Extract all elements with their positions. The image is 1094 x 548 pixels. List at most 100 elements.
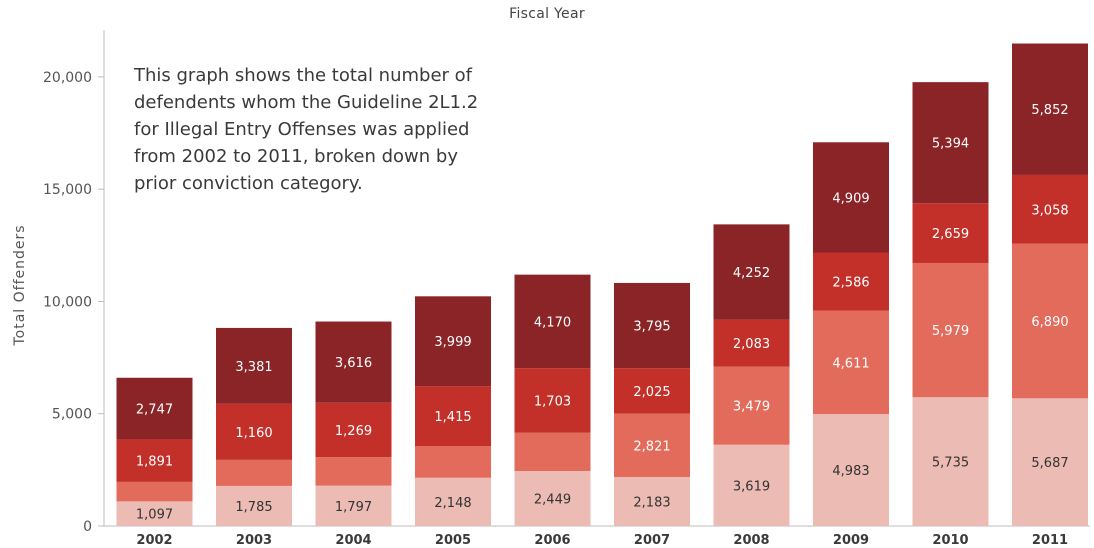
chart-title: Fiscal Year xyxy=(509,6,585,22)
bar-segment xyxy=(315,485,392,526)
data-label: 1,785 xyxy=(235,500,272,515)
y-tick-label: 15,000 xyxy=(43,182,92,198)
data-label: 5,979 xyxy=(932,324,969,339)
data-label: 3,795 xyxy=(633,320,670,335)
annotation-text: This graph shows the total number of def… xyxy=(134,62,494,197)
data-label: 5,687 xyxy=(1031,456,1068,471)
x-tick-label: 2005 xyxy=(435,533,471,548)
bar-segment xyxy=(1012,243,1088,399)
x-tick-label: 2002 xyxy=(136,533,172,548)
bar-segment xyxy=(713,366,790,445)
bar-segment xyxy=(216,403,292,460)
y-tick-label: 10,000 xyxy=(43,294,92,310)
x-tick-label: 2011 xyxy=(1032,533,1068,548)
data-label: 2,747 xyxy=(136,403,173,418)
annotation-line: from 2002 to 2011, broken down by xyxy=(134,146,458,167)
bar-segment xyxy=(614,476,690,526)
bar-segment xyxy=(1012,43,1088,175)
data-label: 3,479 xyxy=(733,400,770,415)
annotation-line: prior conviction category. xyxy=(134,173,363,194)
bar-segment xyxy=(216,327,292,404)
data-label: 1,797 xyxy=(335,500,372,515)
bar-segment xyxy=(116,481,193,502)
data-label: 4,611 xyxy=(832,356,869,371)
bar-segment xyxy=(116,501,193,526)
annotation-line: for Illegal Entry Offenses was applied xyxy=(134,119,470,140)
data-label: 6,890 xyxy=(1031,315,1068,330)
data-label: 2,148 xyxy=(434,496,471,511)
bar-segment xyxy=(415,296,491,387)
bar-segment xyxy=(514,368,591,433)
bar-segment xyxy=(713,319,790,367)
bar-segment xyxy=(912,397,989,526)
data-label: 2,586 xyxy=(832,276,869,291)
bar-segment xyxy=(216,485,292,526)
x-tick-label: 2010 xyxy=(932,533,968,548)
x-tick-labels: 2002 2003 2004 2005 2006 2007 2008 2009 2010 2011 xyxy=(136,533,1068,548)
bar-segment xyxy=(514,432,591,472)
bar-segment xyxy=(912,82,989,204)
data-label: 2,183 xyxy=(633,495,670,510)
data-label: 3,616 xyxy=(335,356,372,371)
data-label: 5,735 xyxy=(932,456,969,471)
bar-segment xyxy=(813,310,889,415)
data-label: 1,415 xyxy=(434,410,471,425)
data-label: 2,083 xyxy=(733,337,770,352)
data-label: 3,619 xyxy=(733,479,770,494)
data-label: 2,025 xyxy=(633,385,670,400)
bar-segment xyxy=(315,457,392,486)
data-label: 3,999 xyxy=(434,335,471,350)
bar-segment xyxy=(216,459,292,486)
y-tick-label: 5,000 xyxy=(52,407,92,423)
y-tick-label: 20,000 xyxy=(43,70,92,86)
bars: 1,097 1,891 2,747 1,785 1,160 3,381 1,797 1,269… xyxy=(116,43,1088,526)
data-label: 2,821 xyxy=(633,439,670,454)
data-label: 1,891 xyxy=(136,455,173,470)
bar-segment xyxy=(1012,174,1088,244)
bar-segment xyxy=(415,445,491,478)
x-tick-label: 2004 xyxy=(335,533,371,548)
data-label: 1,160 xyxy=(235,426,272,441)
bar-segment xyxy=(1012,398,1088,526)
bar-segment xyxy=(813,142,889,253)
annotation-line: This graph shows the total number of xyxy=(134,65,473,86)
bar-segment xyxy=(912,262,989,398)
x-tick-label: 2006 xyxy=(534,533,570,548)
data-label: 5,852 xyxy=(1031,103,1068,118)
data-label: 1,269 xyxy=(335,424,372,439)
bar-segment xyxy=(713,444,790,526)
bar-segment xyxy=(614,413,690,477)
data-label: 4,252 xyxy=(733,266,770,281)
data-label: 4,983 xyxy=(832,464,869,479)
bar-segment xyxy=(514,274,591,369)
x-tick-label: 2008 xyxy=(733,533,769,548)
annotation-line: defendents whom the Guideline 2L1.2 xyxy=(134,92,479,113)
bar-segment xyxy=(415,386,491,446)
data-label: 5,394 xyxy=(932,137,969,152)
x-tick-label: 2003 xyxy=(236,533,272,548)
bar-segment xyxy=(813,252,889,311)
data-label: 4,909 xyxy=(832,191,869,206)
x-tick-label: 2009 xyxy=(833,533,869,548)
bar-segment xyxy=(912,203,989,263)
bar-segment xyxy=(614,368,690,414)
data-label: 1,097 xyxy=(136,508,173,523)
bar-segment xyxy=(116,439,193,482)
y-axis-label: Total Offenders xyxy=(12,224,28,346)
data-label: 4,170 xyxy=(534,315,571,330)
bar-segment xyxy=(415,477,491,526)
bar-segment xyxy=(116,377,193,440)
data-label: 2,449 xyxy=(534,493,571,508)
x-tick-label: 2007 xyxy=(634,533,670,548)
bar-segment xyxy=(713,224,790,320)
y-ticks: 0 5,000 10,000 15,000 20,000 xyxy=(43,70,104,535)
bar-segment xyxy=(315,402,392,458)
bar-segment xyxy=(813,414,889,526)
bar-segment xyxy=(614,282,690,369)
data-label: 3,381 xyxy=(235,360,272,375)
data-label: 3,058 xyxy=(1031,203,1068,218)
bar-segment xyxy=(315,321,392,403)
bar-segment xyxy=(514,471,591,526)
y-tick-label: 0 xyxy=(83,519,92,535)
